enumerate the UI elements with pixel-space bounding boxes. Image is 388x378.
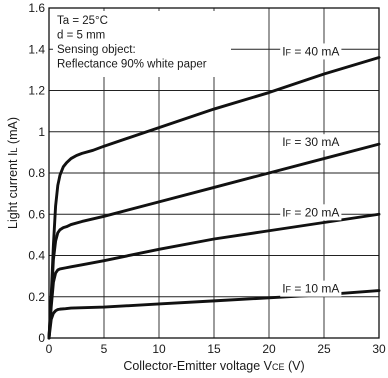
- series-line-4: [47, 289, 381, 340]
- series-label-rest-1: = 40 mA: [291, 44, 339, 58]
- series-label-rest-2: = 30 mA: [291, 135, 339, 149]
- x-axis-title-unit: (V): [285, 359, 305, 373]
- condition-object: Sensing object:: [57, 44, 136, 56]
- series-label-rest-4: = 10 mA: [291, 282, 339, 296]
- series-label-main-2: I: [282, 135, 285, 149]
- series-label-background-2: [280, 134, 342, 151]
- x-tick-label-2: 10: [152, 342, 166, 356]
- series-label-text-2: IF = 30 mA: [282, 135, 339, 149]
- y-axis-title: Light current IL (mA): [6, 117, 20, 229]
- series-label-text-4: IF = 10 mA: [282, 282, 339, 296]
- series-line-1: [47, 56, 381, 340]
- series-label-sub-2: F: [286, 138, 292, 148]
- y-tick-labels: 0 0.2 0.4 0.6 0.8 1 1.2 1.4 1.6: [28, 1, 45, 345]
- y-tick-label-8: 1.6: [28, 1, 45, 15]
- x-tick-label-6: 30: [372, 342, 386, 356]
- x-axis-title-subscript: CE: [272, 362, 285, 372]
- y-tick-label-6: 1.2: [28, 84, 45, 98]
- plot-frame: [48, 7, 380, 339]
- x-tick-labels: 0 5 10 15 20 25 30: [46, 342, 386, 356]
- series-label-background-4: [280, 280, 342, 297]
- series-line-2: [47, 142, 381, 340]
- x-axis-title: Collector-Emitter voltage VCE (V): [123, 359, 304, 373]
- y-tick-label-5: 1: [38, 125, 45, 139]
- condition-distance: d = 5 mm: [57, 30, 105, 42]
- condition-reflectance: Reflectance 90% white paper: [57, 59, 207, 71]
- series-label-sub-3: F: [286, 208, 292, 218]
- x-tick-label-3: 15: [207, 342, 221, 356]
- y-tick-label-1: 0.2: [28, 290, 45, 304]
- series-label-1: IF = 40 mA: [280, 43, 342, 60]
- series-label-2: IF = 30 mA: [280, 134, 342, 151]
- series-label-text-3: IF = 20 mA: [282, 205, 339, 219]
- series-label-background-1: [280, 43, 342, 60]
- series-label-rest-3: = 20 mA: [291, 205, 339, 219]
- y-axis-title-main: Light current I: [6, 153, 20, 229]
- y-tick-label-0: 0: [38, 331, 45, 345]
- series-label-sub-1: F: [286, 47, 292, 57]
- series-label-main-4: I: [282, 282, 285, 296]
- x-tick-label-4: 20: [262, 342, 276, 356]
- y-axis-title-unit: (mA): [6, 117, 20, 148]
- x-axis-title-main: Collector-Emitter voltage V: [123, 359, 272, 373]
- series-label-4: IF = 10 mA: [280, 280, 342, 297]
- series-label-main-1: I: [282, 44, 285, 58]
- series-label-main-3: I: [282, 205, 285, 219]
- y-axis-title-subscript: L: [9, 148, 19, 153]
- curves: [47, 56, 381, 340]
- x-tick-label-0: 0: [46, 342, 53, 356]
- series-label-background-3: [280, 204, 342, 221]
- condition-ta: Ta = 25°C: [57, 15, 108, 27]
- x-tick-label-5: 25: [317, 342, 331, 356]
- y-tick-label-4: 0.8: [28, 166, 45, 180]
- y-tick-label-3: 0.6: [28, 207, 45, 221]
- series-label-sub-4: F: [286, 285, 292, 295]
- conditions-note: Ta = 25°C d = 5 mm Sensing object: Refle…: [53, 11, 231, 77]
- series-line-3: [47, 212, 381, 340]
- y-tick-label-7: 1.4: [28, 42, 45, 56]
- x-tick-label-1: 5: [101, 342, 108, 356]
- conditions-background: [53, 11, 231, 77]
- y-tick-label-2: 0.4: [28, 249, 45, 263]
- series-label-3: IF = 20 mA: [280, 204, 342, 221]
- series-label-text-1: IF = 40 mA: [282, 44, 339, 58]
